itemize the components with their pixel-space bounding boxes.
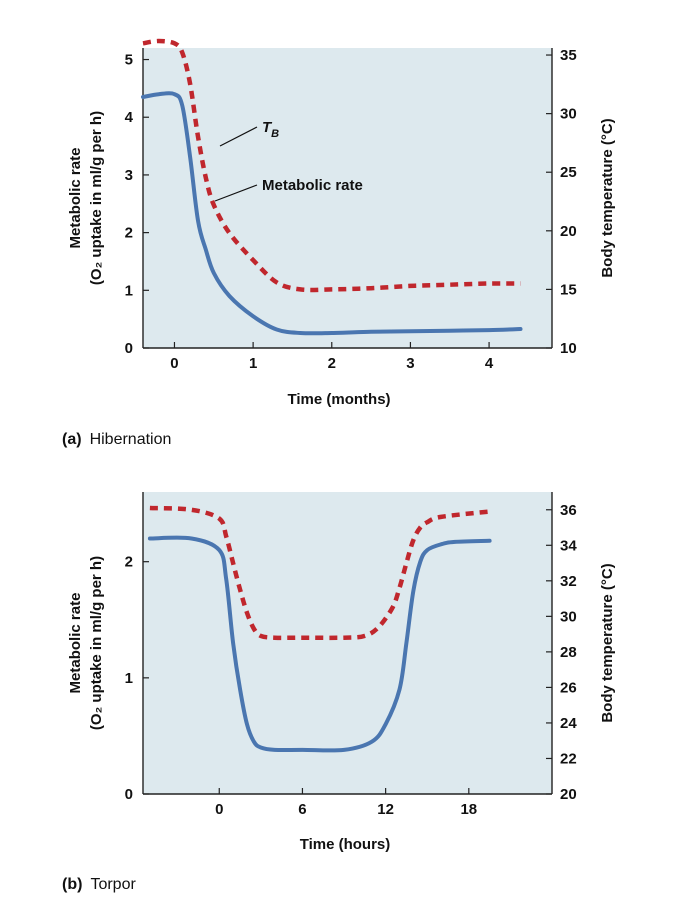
metabolic-rate-line-torpor [147, 535, 492, 753]
y-label-left-line2-hibernation: (O₂ uptake in ml/g per h) [88, 111, 105, 285]
plot-area-hibernation [143, 48, 552, 348]
y-label-left-line2-torpor: (O₂ uptake in ml/g per h) [88, 556, 105, 730]
y-left-tick-label-torpor: 1 [125, 670, 133, 687]
y-left-tick-label-torpor: 0 [125, 786, 133, 803]
x-tick-label-hibernation: 0 [170, 355, 178, 372]
x-tick-label-hibernation: 1 [249, 355, 257, 372]
metabolic-rate-line-hibernation [141, 91, 523, 336]
x-label-torpor: Time (hours) [300, 836, 391, 853]
body-temperature-line-torpor [149, 505, 490, 641]
y-right-tick-label-torpor: 34 [560, 537, 577, 554]
y-left-tick-label-hibernation: 0 [125, 340, 133, 357]
x-tick-label-torpor: 18 [460, 801, 477, 818]
body-temperature-line-hibernation [142, 38, 521, 293]
y-right-tick-label-hibernation: 10 [560, 340, 577, 357]
y-right-tick-label-hibernation: 30 [560, 106, 577, 123]
x-tick-label-torpor: 0 [215, 801, 223, 818]
metabolic-annotation: Metabolic rate [262, 177, 363, 194]
y-left-tick-label-hibernation: 2 [125, 225, 133, 242]
y-right-tick-label-hibernation: 25 [560, 164, 577, 181]
x-tick-label-torpor: 6 [298, 801, 306, 818]
y-right-tick-label-torpor: 22 [560, 750, 577, 767]
y-label-left-line1-hibernation: Metabolic rate [67, 148, 84, 249]
y-right-tick-label-torpor: 20 [560, 786, 577, 803]
caption-torpor: (b) Torpor [62, 876, 136, 893]
x-tick-label-hibernation: 4 [485, 355, 494, 372]
y-right-tick-label-torpor: 30 [560, 608, 577, 625]
y-left-tick-label-hibernation: 3 [125, 167, 133, 184]
y-label-left-line1-torpor: Metabolic rate [67, 593, 84, 694]
x-tick-label-hibernation: 3 [406, 355, 414, 372]
y-left-tick-label-torpor: 2 [125, 554, 133, 571]
y-right-tick-label-torpor: 26 [560, 679, 577, 696]
y-right-tick-label-torpor: 28 [560, 644, 577, 661]
y-right-tick-label-torpor: 36 [560, 502, 577, 519]
tb-annotation: TB [262, 119, 279, 140]
y-right-tick-label-torpor: 24 [560, 715, 577, 732]
panel-hibernation: 0 1 2 3 4 0 1 2 3 4 5 10 15 20 25 30 35 TB Metabolic rat… [62, 38, 616, 448]
y-left-tick-label-hibernation: 1 [125, 282, 133, 299]
x-label-hibernation: Time (months) [287, 391, 390, 408]
y-label-right-torpor: Body temperature (°C) [599, 563, 616, 722]
tb-leader-line [219, 126, 258, 147]
metabolic-leader-line [214, 184, 258, 202]
y-right-tick-label-torpor: 32 [560, 573, 577, 590]
y-right-tick-label-hibernation: 20 [560, 223, 577, 240]
y-left-tick-label-hibernation: 4 [125, 109, 134, 126]
x-tick-label-hibernation: 2 [328, 355, 336, 372]
y-label-right-hibernation: Body temperature (°C) [599, 118, 616, 277]
y-left-tick-label-hibernation: 5 [125, 52, 133, 69]
y-right-tick-label-hibernation: 15 [560, 281, 577, 298]
x-tick-label-torpor: 12 [377, 801, 394, 818]
y-right-tick-label-hibernation: 35 [560, 47, 577, 64]
caption-hibernation: (a) Hibernation [62, 431, 171, 448]
